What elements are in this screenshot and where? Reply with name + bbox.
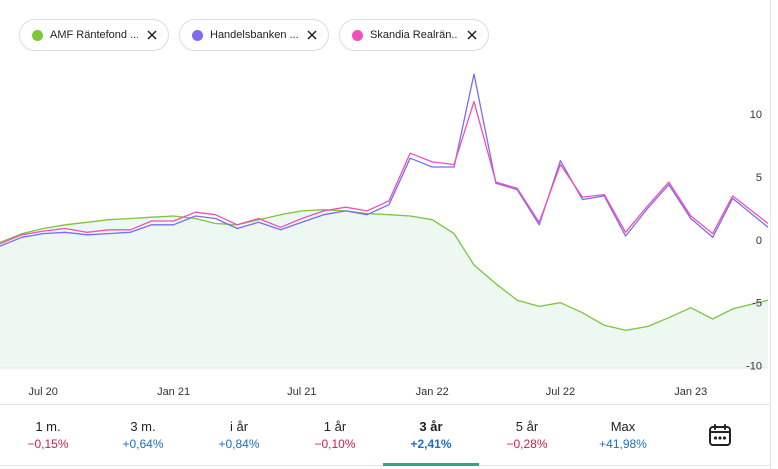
performance-chart[interactable]: 10 5 0 -5 -10 Jul 20 Jan 21 Jul 21 Jan 22 Jul 22 J… — [0, 60, 778, 404]
tab-5y[interactable]: 5 år −0,28% — [479, 405, 575, 465]
close-icon[interactable] — [466, 29, 478, 41]
close-icon[interactable] — [306, 29, 318, 41]
series-color-dot — [32, 29, 43, 41]
y-tick-label: 10 — [750, 109, 762, 121]
x-tick-label: Jul 22 — [546, 386, 575, 398]
tab-1m[interactable]: 1 m. −0,15% — [0, 405, 96, 465]
x-tick-label: Jul 20 — [29, 386, 58, 398]
x-tick-label: Jan 21 — [157, 386, 190, 398]
series-line-1 — [0, 73, 769, 247]
panel-border — [770, 0, 771, 469]
y-tick-label: -5 — [752, 298, 762, 310]
x-tick-label: Jan 23 — [674, 386, 707, 398]
series-line-0 — [0, 209, 769, 331]
tab-label: i år — [229, 418, 249, 434]
tab-label: 1 år — [323, 418, 347, 434]
tab-return: +2,41% — [410, 436, 452, 451]
tab-label: Max — [610, 418, 636, 434]
tab-ytd[interactable]: i år +0,84% — [191, 405, 287, 465]
y-tick-label: 0 — [756, 235, 762, 247]
tab-label: 5 år — [515, 418, 539, 434]
tab-3y[interactable]: 3 år +2,41% — [383, 405, 479, 466]
tab-max[interactable]: Max +41,98% — [575, 405, 671, 465]
legend-chips: AMF Räntefond ... Handelsbanken ... Skan… — [19, 19, 489, 51]
series-color-dot — [352, 29, 363, 41]
x-tick-label: Jan 22 — [416, 386, 449, 398]
tab-return: +41,98% — [599, 436, 647, 451]
y-tick-label: -10 — [746, 360, 762, 372]
tab-3m[interactable]: 3 m. +0,64% — [95, 405, 191, 465]
tab-1y[interactable]: 1 år −0,10% — [287, 405, 383, 465]
legend-chip-handelsbanken[interactable]: Handelsbanken ... — [179, 19, 329, 51]
legend-chip-label: AMF Räntefond ... — [50, 29, 138, 41]
tab-return: +0,64% — [122, 436, 164, 451]
tab-return: −0,28% — [506, 436, 548, 451]
x-tick-label: Jul 21 — [287, 386, 316, 398]
legend-chip-label: Skandia Realrän... — [370, 29, 458, 41]
tab-label: 1 m. — [35, 418, 61, 434]
tab-return: −0,10% — [314, 436, 356, 451]
legend-chip-label: Handelsbanken ... — [210, 29, 298, 41]
legend-chip-skandia[interactable]: Skandia Realrän... — [339, 19, 489, 51]
tab-label: 3 år — [419, 418, 443, 434]
legend-chip-amf[interactable]: AMF Räntefond ... — [19, 19, 169, 51]
close-icon[interactable] — [146, 29, 158, 41]
tab-return: −0,15% — [27, 436, 69, 451]
series-line-2 — [0, 100, 769, 245]
calendar-icon[interactable] — [708, 423, 732, 447]
tab-return: +0,84% — [218, 436, 260, 451]
series-color-dot — [192, 29, 203, 41]
period-tabs: 1 m. −0,15% 3 m. +0,64% i år +0,84% 1 år… — [0, 404, 770, 466]
tab-label: 3 m. — [130, 418, 156, 434]
y-tick-label: 5 — [756, 172, 762, 184]
area-fill — [0, 209, 768, 368]
